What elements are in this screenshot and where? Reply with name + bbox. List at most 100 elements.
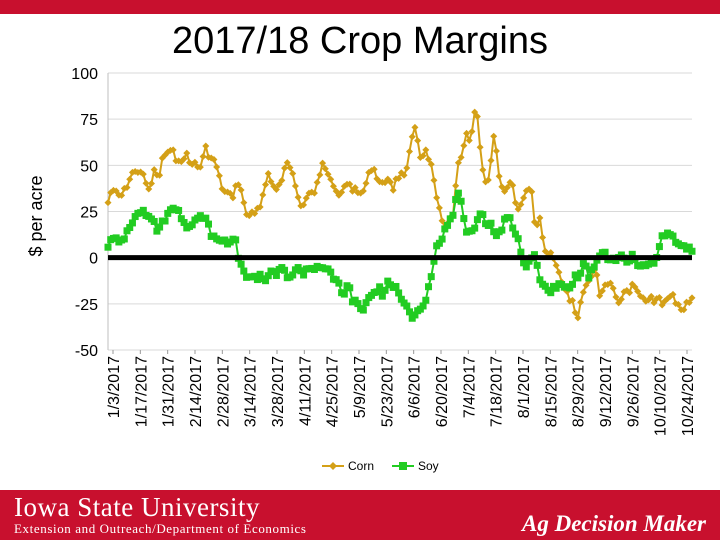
x-tick-label: 6/20/2017 bbox=[434, 356, 451, 427]
data-point-corn bbox=[104, 199, 112, 207]
data-point-corn bbox=[438, 217, 446, 225]
data-point-soy bbox=[240, 267, 248, 275]
data-point-corn bbox=[264, 169, 272, 177]
x-tick-label: 5/9/2017 bbox=[352, 356, 369, 418]
data-point-corn bbox=[571, 309, 579, 317]
data-point-corn bbox=[468, 127, 476, 135]
data-point-corn bbox=[484, 176, 492, 184]
data-point-soy bbox=[161, 217, 169, 225]
data-point-corn bbox=[414, 137, 422, 145]
data-point-soy bbox=[180, 218, 188, 226]
data-point-soy bbox=[566, 284, 574, 292]
data-point-corn bbox=[123, 183, 131, 191]
data-point-corn bbox=[395, 174, 403, 182]
data-point-corn bbox=[528, 188, 536, 196]
data-point-corn bbox=[406, 147, 414, 155]
data-point-corn bbox=[169, 146, 177, 154]
x-tick-label: 8/15/2017 bbox=[543, 356, 560, 427]
data-point-corn bbox=[370, 165, 378, 173]
data-point-corn bbox=[495, 172, 503, 180]
x-tick-label: 2/28/2017 bbox=[215, 356, 232, 427]
data-point-corn bbox=[156, 171, 164, 179]
data-point-soy bbox=[335, 279, 343, 287]
data-point-soy bbox=[601, 248, 609, 256]
data-point-corn bbox=[582, 281, 590, 289]
data-point-soy bbox=[517, 248, 525, 256]
series-soy bbox=[104, 189, 696, 322]
data-point-corn bbox=[389, 186, 397, 194]
y-tick-label: 0 bbox=[89, 251, 98, 268]
footer-bar bbox=[0, 490, 720, 540]
data-point-corn bbox=[202, 142, 210, 150]
data-point-corn bbox=[552, 261, 560, 269]
y-tick-label: -25 bbox=[75, 297, 98, 314]
data-point-soy bbox=[362, 299, 370, 307]
data-point-corn bbox=[460, 142, 468, 150]
data-point-corn bbox=[210, 156, 218, 164]
data-point-soy bbox=[568, 280, 576, 288]
data-point-corn bbox=[498, 183, 506, 191]
data-point-corn bbox=[617, 295, 625, 303]
data-point-soy bbox=[430, 257, 438, 265]
top-bar bbox=[0, 0, 720, 14]
y-axis-label: $ per acre bbox=[26, 175, 46, 256]
data-point-soy bbox=[177, 215, 185, 223]
data-point-soy bbox=[419, 302, 427, 310]
data-point-corn bbox=[669, 290, 677, 298]
data-point-soy bbox=[256, 270, 264, 278]
data-point-soy bbox=[552, 284, 560, 292]
university-name: Iowa State University bbox=[14, 492, 260, 522]
data-point-soy bbox=[150, 217, 158, 225]
data-point-corn bbox=[626, 289, 634, 297]
data-point-corn bbox=[514, 205, 522, 213]
data-point-soy bbox=[264, 272, 272, 280]
data-point-soy bbox=[452, 196, 460, 204]
data-point-corn bbox=[647, 292, 655, 300]
y-tick-label: 75 bbox=[80, 112, 98, 129]
x-tick-label: 3/14/2017 bbox=[243, 356, 260, 427]
data-point-corn bbox=[267, 178, 275, 186]
data-point-corn bbox=[517, 201, 525, 209]
chart-area: 100 75 50 25 0 -25 -50 $ per acre 1/3/2017 1/17… bbox=[26, 66, 697, 473]
data-point-soy bbox=[457, 197, 465, 205]
x-axis: 1/3/2017 1/17/2017 1/31/2017 2/14/2017 2/28/… bbox=[106, 350, 697, 436]
data-point-corn bbox=[579, 288, 587, 296]
data-point-soy bbox=[422, 296, 430, 304]
data-point-corn bbox=[251, 210, 259, 218]
data-point-soy bbox=[354, 300, 362, 308]
data-point-corn bbox=[351, 184, 359, 192]
data-point-soy bbox=[628, 250, 636, 258]
data-point-corn bbox=[492, 147, 500, 155]
data-point-soy bbox=[533, 261, 541, 269]
data-point-soy bbox=[104, 243, 112, 251]
data-point-soy bbox=[441, 225, 449, 233]
data-point-corn bbox=[316, 171, 324, 179]
data-point-soy bbox=[346, 284, 354, 292]
y-tick-label: 25 bbox=[80, 205, 98, 222]
data-point-corn bbox=[631, 283, 639, 291]
data-point-soy bbox=[460, 215, 468, 223]
data-point-corn bbox=[278, 176, 286, 184]
data-point-corn bbox=[511, 199, 519, 207]
data-point-soy bbox=[126, 224, 134, 232]
data-point-corn bbox=[191, 158, 199, 166]
data-point-corn bbox=[465, 137, 473, 145]
x-tick-label: 8/1/2017 bbox=[516, 356, 533, 418]
data-point-corn bbox=[400, 171, 408, 179]
data-point-soy bbox=[395, 289, 403, 297]
x-tick-label: 8/29/2017 bbox=[571, 356, 588, 427]
data-point-soy bbox=[289, 271, 297, 279]
data-point-corn bbox=[180, 155, 188, 163]
data-point-soy bbox=[438, 235, 446, 243]
data-point-corn bbox=[362, 179, 370, 187]
data-point-soy bbox=[498, 226, 506, 234]
y-axis: 100 75 50 25 0 -25 -50 bbox=[71, 66, 109, 360]
data-point-soy bbox=[397, 295, 405, 303]
data-point-soy bbox=[577, 269, 585, 277]
data-point-corn bbox=[479, 166, 487, 174]
data-point-soy bbox=[492, 232, 500, 240]
data-point-corn bbox=[408, 133, 416, 141]
data-point-corn bbox=[655, 294, 663, 302]
data-point-corn bbox=[359, 187, 367, 195]
data-point-corn bbox=[145, 185, 153, 193]
